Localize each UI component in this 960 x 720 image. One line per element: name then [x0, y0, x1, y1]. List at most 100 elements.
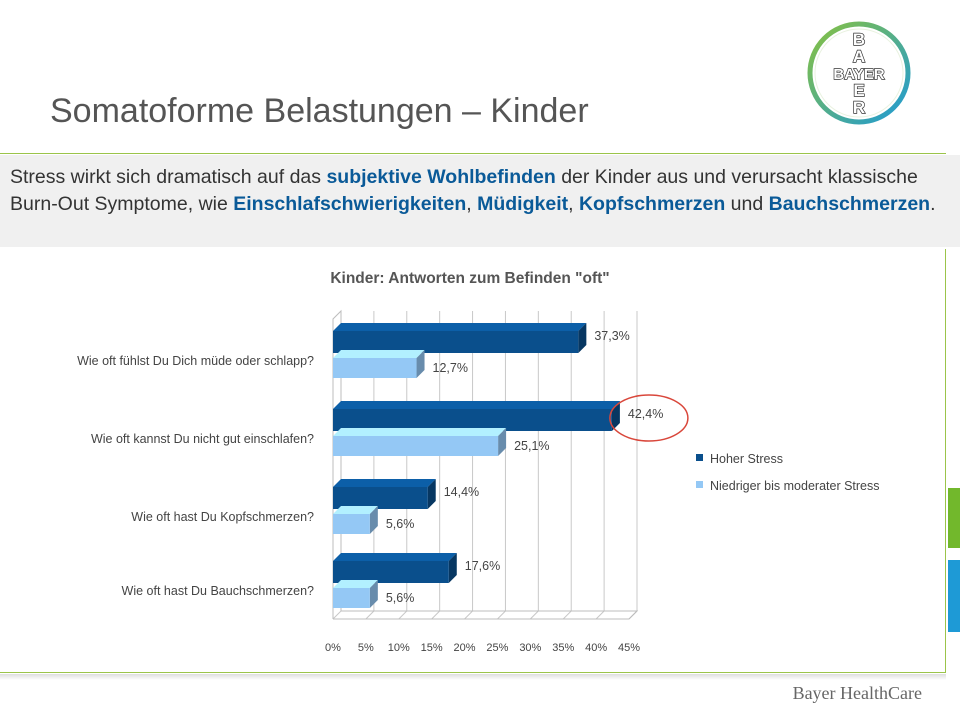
- bar-hoher-stress: [333, 323, 587, 353]
- intro-segment: .: [930, 193, 936, 215]
- bar-hoher-stress: [333, 401, 620, 431]
- x-tick-label: 45%: [618, 642, 640, 654]
- x-tick-label: 35%: [552, 642, 574, 654]
- bar-end-face: [498, 428, 507, 456]
- intro-segment: und: [725, 193, 769, 215]
- x-tick-label: 40%: [585, 642, 607, 654]
- bar-front-face: [333, 487, 428, 509]
- legend-label: Hoher Stress: [710, 452, 783, 466]
- data-label: 5,6%: [386, 517, 415, 531]
- category-label: Wie oft fühlst Du Dich müde oder schlapp…: [77, 354, 314, 368]
- bar-end-face: [578, 323, 587, 353]
- bar-top-face: [333, 553, 457, 561]
- data-label: 42,4%: [628, 407, 663, 421]
- footer-line: [0, 674, 946, 680]
- intro-highlight: subjektive Wohlbefinden: [326, 166, 556, 188]
- floor-gridline: [529, 610, 539, 620]
- bar-niedriger-stress: [333, 506, 378, 534]
- logo-letter: E: [853, 81, 864, 100]
- x-tick-label: 15%: [421, 642, 443, 654]
- bar-top-face: [333, 350, 425, 358]
- x-tick-label: 25%: [486, 642, 508, 654]
- bar-hoher-stress: [333, 479, 436, 509]
- logo-letter: A: [853, 47, 865, 66]
- intro-segment: Stress wirkt sich dramatisch auf das: [10, 166, 327, 188]
- bar-end-face: [369, 580, 378, 608]
- chart-frame: Kinder: Antworten zum Befinden "oft" 0% 5%…: [0, 249, 946, 673]
- floor-gridline: [365, 610, 375, 620]
- slide-title: Somatoforme Belastungen – Kinder: [50, 92, 589, 130]
- logo-word: BAYER: [833, 66, 884, 83]
- logo-inner-ring: [814, 28, 904, 118]
- highlight-circle: [609, 394, 689, 442]
- bar-niedriger-stress: [333, 350, 425, 378]
- data-label: 12,7%: [433, 361, 468, 375]
- logo-letter: R: [853, 98, 865, 117]
- x-tick-label: 10%: [388, 642, 410, 654]
- floor-gridline: [562, 610, 572, 620]
- data-label: 37,3%: [594, 329, 629, 343]
- data-label: 5,6%: [386, 591, 415, 605]
- bar-front-face: [333, 331, 579, 353]
- data-label: 17,6%: [465, 559, 500, 573]
- x-tick-label: 5%: [358, 642, 374, 654]
- edge-accent-green: [948, 488, 960, 548]
- floor-gridline: [431, 610, 441, 620]
- category-label: Wie oft hast Du Bauchschmerzen?: [122, 584, 314, 598]
- data-label: 25,1%: [514, 439, 549, 453]
- intro-highlight: Einschlafschwierigkeiten: [233, 193, 467, 215]
- edge-accent-blue: [948, 560, 960, 632]
- chart-floor: [333, 610, 639, 620]
- bar-front-face: [333, 561, 449, 583]
- intro-segment: der Kinder aus und verursacht klassische…: [10, 166, 918, 215]
- bar-top-face: [333, 428, 507, 436]
- category-label: Wie oft hast Du Kopfschmerzen?: [131, 510, 314, 524]
- legend-swatch: [696, 454, 703, 461]
- bar-end-face: [369, 506, 378, 534]
- x-tick-label: 30%: [519, 642, 541, 654]
- logo-letter: B: [853, 30, 865, 49]
- floor-gridline: [595, 610, 605, 620]
- legend-label: Niedriger bis moderater Stress: [710, 479, 880, 493]
- data-label: 14,4%: [444, 485, 479, 499]
- bar-end-face: [416, 350, 425, 378]
- bar-front-face: [333, 358, 417, 378]
- intro-highlight: Kopfschmerzen: [578, 193, 726, 215]
- bar-top-face: [333, 323, 587, 331]
- legend-swatch: [696, 481, 703, 488]
- chart-title: Kinder: Antworten zum Befinden "oft": [330, 270, 609, 287]
- floor-gridline: [398, 610, 408, 620]
- logo-outer-ring: [807, 21, 911, 125]
- bar-top-face: [333, 401, 620, 409]
- bar-top-face: [333, 479, 436, 487]
- floor-gridline: [332, 610, 342, 620]
- intro-text: Stress wirkt sich dramatisch auf das sub…: [10, 164, 950, 218]
- bar-niedriger-stress: [333, 428, 507, 456]
- intro-segment: ,: [466, 193, 478, 215]
- bar-front-face: [333, 409, 612, 431]
- bar-front-face: [333, 436, 499, 456]
- bar-chart: Kinder: Antworten zum Befinden "oft" 0% 5%…: [77, 270, 880, 654]
- floor-gridline: [497, 610, 506, 620]
- x-tick-label: 20%: [454, 642, 476, 654]
- category-label: Wie oft kannst Du nicht gut einschlafen?: [91, 432, 314, 446]
- intro-highlight: Bauchschmerzen: [768, 193, 931, 215]
- intro-segment: ,: [568, 193, 579, 215]
- chart-side-wall: [332, 309, 342, 619]
- bar-niedriger-stress: [333, 580, 378, 608]
- bar-hoher-stress: [333, 553, 457, 583]
- intro-highlight: Müdigkeit: [477, 193, 569, 215]
- footer-brand: Bayer HealthCare: [792, 683, 922, 703]
- bar-top-face: [333, 580, 378, 588]
- bar-end-face: [427, 479, 436, 509]
- x-tick-label: 0%: [325, 642, 341, 654]
- bar-front-face: [333, 588, 370, 608]
- title-rule: [0, 153, 946, 154]
- floor-gridline: [464, 610, 473, 620]
- bar-front-face: [333, 514, 370, 534]
- intro-box: Stress wirkt sich dramatisch auf das sub…: [0, 155, 960, 247]
- bar-top-face: [333, 506, 378, 514]
- chart-legend: Hoher Stress Niedriger bis moderater Stre…: [696, 452, 880, 493]
- bar-end-face: [448, 553, 457, 583]
